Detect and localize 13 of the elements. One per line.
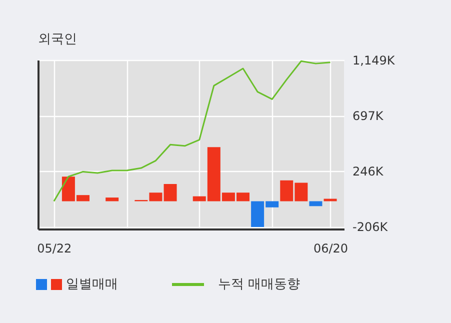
y-tick-label: -206K — [352, 220, 389, 234]
line-series — [53, 60, 332, 202]
y-tick-label: 1,149K — [352, 54, 396, 68]
bar — [309, 201, 322, 206]
chart-title: 외국인 — [38, 31, 77, 48]
y-tick-label: 246K — [352, 164, 384, 178]
legend-label: 누적 매매동향 — [218, 276, 300, 293]
x-tick-label: 06/20 — [313, 242, 348, 256]
bar — [106, 198, 119, 202]
bar — [164, 184, 177, 202]
legend-label: 일별매매 — [66, 276, 118, 293]
x-tick-label: 05/22 — [37, 242, 72, 256]
y-tick-label: 697K — [352, 109, 384, 124]
